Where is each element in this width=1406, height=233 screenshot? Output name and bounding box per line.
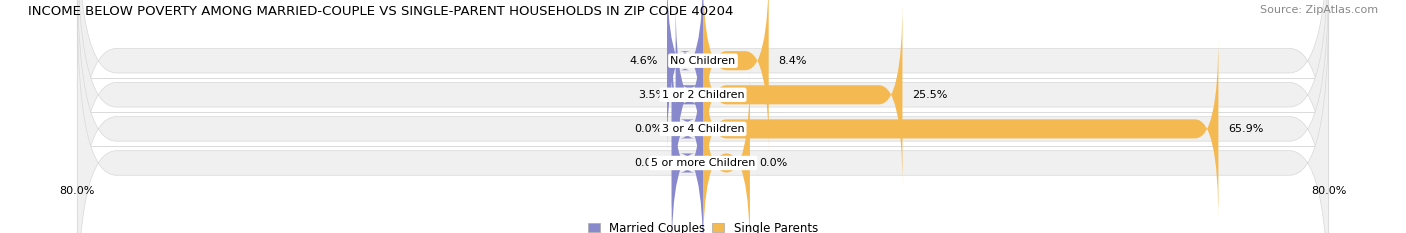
- FancyBboxPatch shape: [703, 70, 749, 233]
- Text: 1 or 2 Children: 1 or 2 Children: [662, 90, 744, 100]
- Legend: Married Couples, Single Parents: Married Couples, Single Parents: [588, 222, 818, 233]
- Text: 3.5%: 3.5%: [638, 90, 666, 100]
- FancyBboxPatch shape: [672, 70, 703, 233]
- Text: Source: ZipAtlas.com: Source: ZipAtlas.com: [1260, 5, 1378, 15]
- FancyBboxPatch shape: [703, 36, 1219, 222]
- FancyBboxPatch shape: [77, 0, 1329, 233]
- Text: 4.6%: 4.6%: [630, 56, 658, 66]
- FancyBboxPatch shape: [666, 0, 703, 154]
- FancyBboxPatch shape: [77, 0, 1329, 219]
- Text: 8.4%: 8.4%: [778, 56, 807, 66]
- Text: 25.5%: 25.5%: [912, 90, 948, 100]
- Text: 65.9%: 65.9%: [1227, 124, 1263, 134]
- Text: INCOME BELOW POVERTY AMONG MARRIED-COUPLE VS SINGLE-PARENT HOUSEHOLDS IN ZIP COD: INCOME BELOW POVERTY AMONG MARRIED-COUPL…: [28, 5, 734, 18]
- FancyBboxPatch shape: [703, 0, 769, 154]
- Text: 0.0%: 0.0%: [759, 158, 787, 168]
- FancyBboxPatch shape: [672, 36, 703, 222]
- Text: 0.0%: 0.0%: [634, 124, 662, 134]
- Text: 0.0%: 0.0%: [634, 158, 662, 168]
- FancyBboxPatch shape: [77, 5, 1329, 233]
- Text: 5 or more Children: 5 or more Children: [651, 158, 755, 168]
- FancyBboxPatch shape: [703, 2, 903, 188]
- FancyBboxPatch shape: [77, 0, 1329, 233]
- FancyBboxPatch shape: [676, 2, 703, 188]
- Text: No Children: No Children: [671, 56, 735, 66]
- Text: 3 or 4 Children: 3 or 4 Children: [662, 124, 744, 134]
